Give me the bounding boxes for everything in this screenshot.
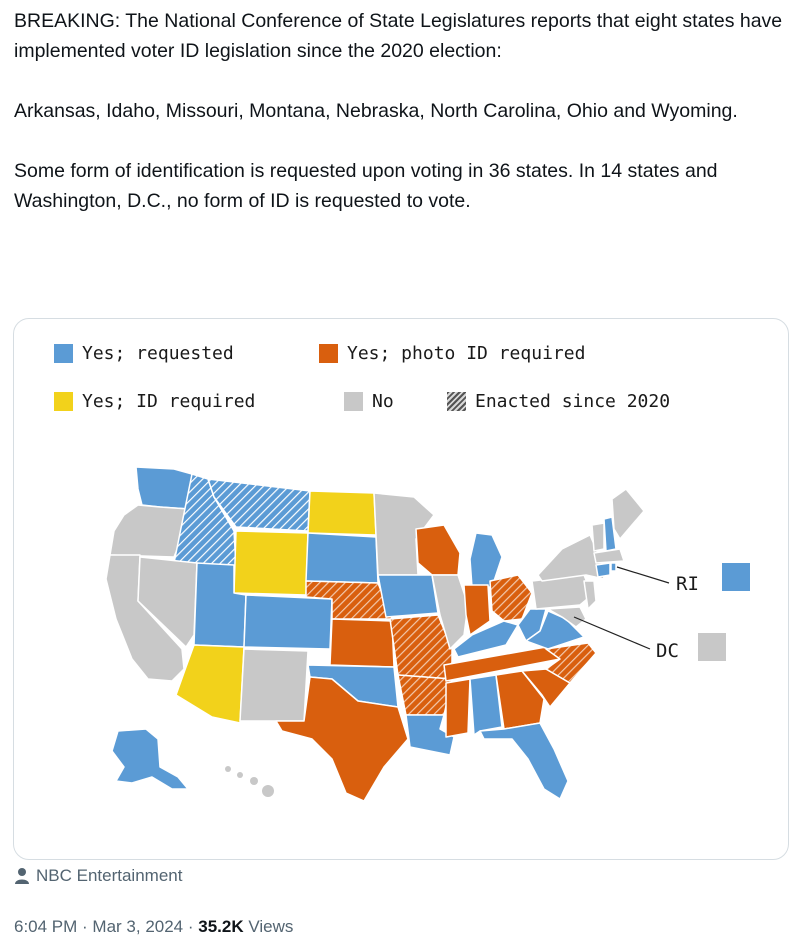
legend-item-no: No	[344, 391, 394, 412]
state-alaska	[111, 728, 189, 790]
state-north-dakota	[307, 490, 377, 536]
state-west-virginia	[517, 608, 547, 642]
state-iowa	[377, 574, 439, 618]
state-south-dakota	[305, 532, 379, 584]
state-mississippi	[445, 678, 471, 738]
state-montana	[207, 478, 311, 532]
person-icon	[15, 868, 29, 884]
state-alabama	[469, 674, 503, 736]
map-image-card[interactable]: RI DC Yes; requested Yes; photo ID requi…	[13, 318, 789, 860]
legend-label: Yes; photo ID required	[347, 343, 586, 364]
state-connecticut	[595, 562, 611, 578]
legend-label: Yes; requested	[82, 343, 234, 364]
tweet-timestamp[interactable]: 6:04 PM · Mar 3, 2024 ·	[14, 917, 199, 936]
ri-callout-line	[616, 566, 670, 584]
state-wyoming	[233, 530, 309, 596]
tweet-meta: 6:04 PM · Mar 3, 2024 · 35.2K Views	[14, 917, 293, 937]
tweet-text: BREAKING: The National Conference of Sta…	[14, 6, 794, 216]
legend-swatch-hatch	[447, 392, 466, 411]
tweet-paragraph: Arkansas, Idaho, Missouri, Montana, Nebr…	[14, 100, 738, 122]
state-washington	[135, 466, 193, 510]
state-vermont	[591, 522, 605, 552]
state-rhode-island	[610, 562, 617, 572]
state-maryland-delaware	[547, 606, 587, 628]
state-colorado	[243, 594, 333, 650]
legend-swatch-orange	[319, 344, 338, 363]
state-illinois	[431, 574, 469, 650]
dc-callout-swatch	[698, 633, 726, 661]
ri-callout-swatch	[722, 563, 750, 591]
dc-callout-label: DC	[656, 640, 679, 662]
state-arizona	[175, 644, 245, 724]
state-nevada	[137, 556, 198, 648]
state-indiana	[463, 584, 491, 636]
media-source[interactable]: NBC Entertainment	[14, 866, 182, 886]
legend-item-requested: Yes; requested	[54, 343, 234, 364]
state-new-jersey	[583, 580, 597, 610]
state-louisiana	[405, 714, 455, 756]
views-count: 35.2K	[198, 917, 244, 936]
state-florida	[479, 722, 569, 800]
state-maine	[611, 488, 645, 540]
legend-swatch-gray	[344, 392, 363, 411]
media-source-label: NBC Entertainment	[36, 866, 183, 885]
us-voter-id-map: RI DC	[105, 466, 750, 802]
state-georgia	[495, 670, 545, 730]
state-texas	[275, 676, 409, 802]
state-kansas	[329, 618, 395, 668]
legend-swatch-yellow	[54, 392, 73, 411]
legend-label: Enacted since 2020	[475, 391, 671, 412]
legend-label: Yes; ID required	[82, 391, 256, 412]
dc-callout-line	[573, 616, 651, 650]
state-hawaii	[225, 766, 274, 797]
state-massachusetts	[593, 548, 625, 564]
state-arkansas	[397, 674, 453, 716]
state-wisconsin	[415, 524, 461, 576]
views-label: Views	[243, 917, 294, 936]
legend-item-id-required: Yes; ID required	[54, 391, 255, 412]
state-new-mexico	[239, 648, 309, 722]
state-north-carolina	[545, 642, 597, 684]
state-oregon	[109, 504, 190, 558]
tweet-paragraph: BREAKING: The National Conference of Sta…	[14, 10, 783, 62]
legend-item-photo-id: Yes; photo ID required	[319, 343, 585, 364]
legend-item-enacted: Enacted since 2020	[447, 391, 670, 412]
state-south-carolina	[521, 668, 571, 708]
legend-label: No	[372, 391, 394, 412]
legend-swatch-blue	[54, 344, 73, 363]
tweet-paragraph: Some form of identification is requested…	[14, 160, 718, 212]
ri-callout-label: RI	[676, 573, 699, 595]
